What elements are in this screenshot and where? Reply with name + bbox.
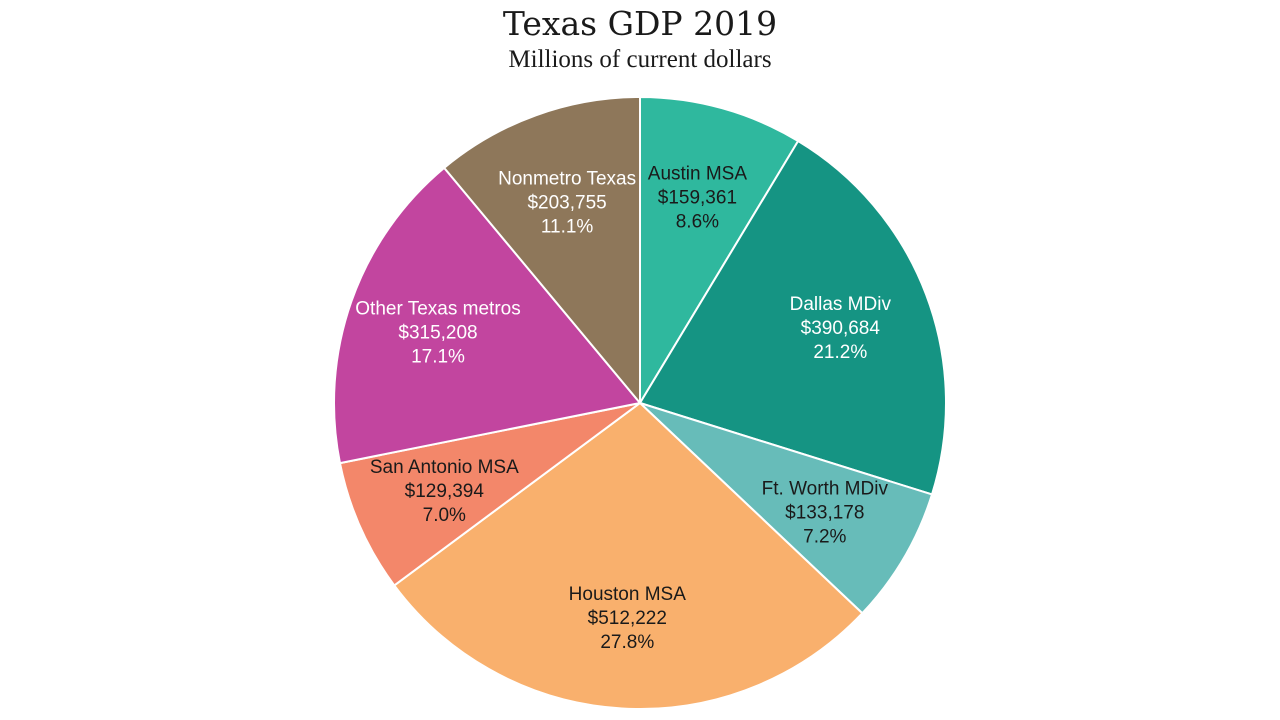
slice-value: $512,222 [588,608,667,629]
slice-percent: 27.8% [600,632,654,653]
slice-name: Austin MSA [648,164,748,185]
slice-name: Ft. Worth MDiv [762,478,889,499]
slice-value: $159,361 [658,188,737,209]
slice-value: $390,684 [801,318,881,339]
slice-name: Dallas MDiv [790,294,892,315]
slice-value: $129,394 [405,481,485,502]
slice-value: $133,178 [785,502,864,523]
slice-percent: 17.1% [411,347,465,368]
slice-name: Other Texas metros [355,299,520,320]
slice-percent: 11.1% [541,217,594,238]
slice-percent: 7.2% [803,526,846,547]
slice-percent: 8.6% [676,212,719,233]
slice-name: Nonmetro Texas [498,169,636,190]
slice-value: $315,208 [398,323,477,344]
slice-percent: 21.2% [813,342,867,363]
slice-value: $203,755 [527,193,606,214]
slice-percent: 7.0% [423,505,466,526]
slice-name: Houston MSA [569,584,687,605]
slice-name: San Antonio MSA [370,457,519,478]
